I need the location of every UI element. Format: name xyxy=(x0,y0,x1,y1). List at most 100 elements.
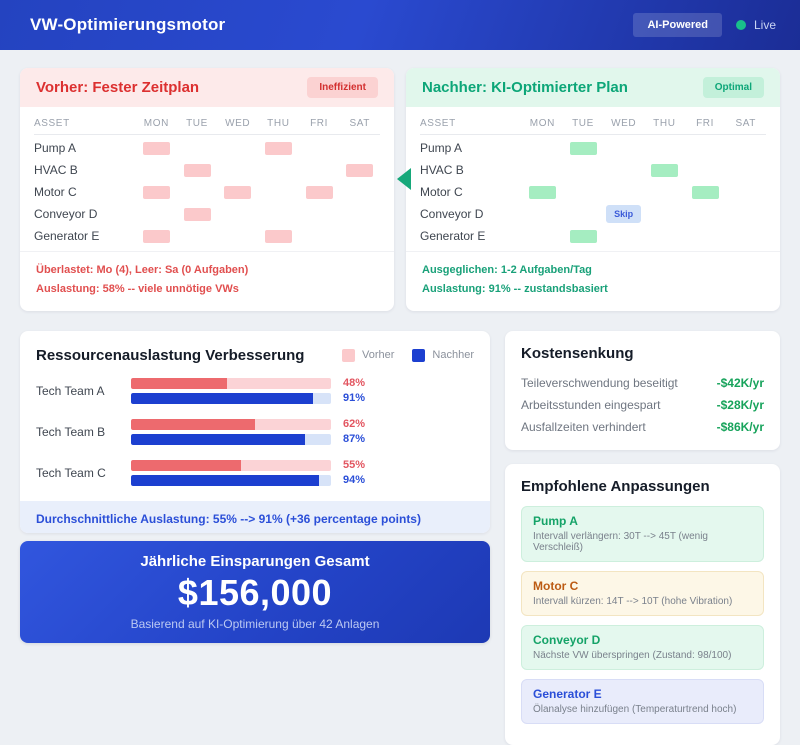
column-header: THU xyxy=(653,118,676,129)
skip-badge[interactable]: Skip xyxy=(606,205,642,223)
after-panel-footer: Ausgeglichen: 1-2 Aufgaben/Tag Auslastun… xyxy=(406,251,780,311)
column-header: MON xyxy=(529,118,555,129)
after-panel-title: Nachher: KI-Optimierter Plan xyxy=(422,79,628,96)
task-block-icon xyxy=(305,185,333,199)
recommendations-title: Empfohlene Anpassungen xyxy=(521,477,710,495)
asset-label: HVAC B xyxy=(34,163,78,177)
utilization-chart-panel: Ressourcenauslastung Verbesserung Vorher… xyxy=(20,330,490,533)
asset-label: Motor C xyxy=(34,185,77,199)
task-block-icon xyxy=(569,229,597,243)
recommendation-card[interactable]: Pump A Intervall verlängern: 30T --> 45T … xyxy=(521,505,764,562)
cost-item-row: Teileverschwendung beseitigt -$42K/yr xyxy=(521,372,764,394)
live-status-dot-icon xyxy=(735,20,746,30)
schedule-cell xyxy=(339,163,380,177)
bar-value-label: 87% xyxy=(343,432,366,445)
before-footer-line2: Auslastung: 58% -- viele unnötige VWs xyxy=(36,283,239,296)
schedule-row: Generator E xyxy=(34,225,380,247)
cost-item-row: Ausfallzeiten verhindert -$86K/yr xyxy=(521,416,764,438)
live-status-label: Live xyxy=(753,18,776,32)
schedule-cell xyxy=(136,185,177,199)
bar-value-label: 91% xyxy=(343,391,366,404)
app-title: VW-Optimierungsmotor xyxy=(30,15,226,34)
optimal-badge: Optimal xyxy=(702,77,764,98)
recommendation-card[interactable]: Generator E Ölanalyse hinzufügen (Tempera… xyxy=(521,678,764,724)
cost-reduction-panel: Kostensenkung Teileverschwendung beseiti… xyxy=(505,330,780,450)
schedule-cell xyxy=(563,229,604,243)
before-footer-line1: Überlastet: Mo (4), Leer: Sa (0 Aufgaben… xyxy=(36,264,249,276)
legend-after-label: Nachher xyxy=(432,349,474,361)
schedule-row: Conveyor D Skip xyxy=(420,203,766,225)
team-bars xyxy=(131,459,331,486)
schedule-row: Generator E xyxy=(420,225,766,247)
bar-track xyxy=(131,474,331,486)
before-schedule-panel: Vorher: Fester Zeitplan Ineffizient ASSE… xyxy=(20,68,394,311)
inefficient-badge: Ineffizient xyxy=(307,77,378,98)
bar-fill xyxy=(131,392,313,404)
recommendation-card[interactable]: Motor C Intervall kürzen: 14T --> 10T (ho… xyxy=(521,570,764,616)
schedule-row: HVAC B xyxy=(34,159,380,181)
column-header: SAT xyxy=(735,118,756,129)
recommendation-description: Nächste VW überspringen (Zustand: 98/100… xyxy=(533,649,732,661)
recommendation-asset: Motor C xyxy=(533,578,579,593)
recommendation-description: Intervall kürzen: 14T --> 10T (hohe Vibr… xyxy=(533,595,733,607)
task-block-icon xyxy=(224,185,252,199)
bar-value-label: 62% xyxy=(343,417,366,430)
asset-label: HVAC B xyxy=(420,163,464,177)
schedule-cell xyxy=(563,141,604,155)
task-block-icon xyxy=(183,163,211,177)
cost-item-row: Arbeitsstunden eingespart -$28K/yr xyxy=(521,394,764,416)
before-panel-footer: Überlastet: Mo (4), Leer: Sa (0 Aufgaben… xyxy=(20,251,394,311)
schedule-row: Conveyor D xyxy=(34,203,380,225)
schedule-cell xyxy=(258,141,299,155)
after-grid-column-headers: ASSET MON TUE WED THU FRI SAT xyxy=(420,113,766,135)
column-header: WED xyxy=(225,118,251,129)
bar-fill xyxy=(131,418,255,430)
bar-track xyxy=(131,433,331,445)
task-block-icon xyxy=(142,185,170,199)
schedule-cell xyxy=(299,185,340,199)
chart-bars-area: Tech Team A 48% 91% Tech Team B 62% 87% Tech T… xyxy=(20,364,490,501)
legend-before-swatch-icon xyxy=(342,348,355,362)
cost-item-label: Ausfallzeiten verhindert xyxy=(521,419,646,434)
savings-title: Jährliche Einsparungen Gesamt xyxy=(140,552,370,570)
column-header: TUE xyxy=(572,118,594,129)
task-block-icon xyxy=(142,229,170,243)
cost-item-value: -$28K/yr xyxy=(716,397,764,412)
chart-team-row: Tech Team A 48% 91% xyxy=(36,377,474,404)
schedule-cell xyxy=(136,141,177,155)
schedule-cell xyxy=(177,207,218,221)
column-header: ASSET xyxy=(34,118,70,129)
team-bars xyxy=(131,377,331,404)
recommendation-asset: Pump A xyxy=(533,513,578,528)
chart-title: Ressourcenauslastung Verbesserung xyxy=(36,346,305,364)
column-header: FRI xyxy=(696,118,714,129)
before-panel-title: Vorher: Fester Zeitplan xyxy=(36,79,200,96)
team-values: 48% 91% xyxy=(343,377,366,404)
team-label: Tech Team B xyxy=(36,424,106,439)
recommendation-description: Intervall verlängern: 30T --> 45T (wenig… xyxy=(533,530,708,553)
annual-savings-banner: Jährliche Einsparungen Gesamt $156,000 B… xyxy=(20,540,490,643)
asset-label: Generator E xyxy=(34,229,100,243)
schedule-cell xyxy=(177,163,218,177)
cost-item-label: Arbeitsstunden eingespart xyxy=(521,397,661,412)
schedule-row: Motor C xyxy=(34,181,380,203)
team-values: 55% 94% xyxy=(343,459,366,486)
team-label: Tech Team A xyxy=(36,383,105,398)
schedule-cell: Skip xyxy=(603,205,644,223)
bar-value-label: 94% xyxy=(343,473,366,486)
recommendation-card[interactable]: Conveyor D Nächste VW überspringen (Zusta… xyxy=(521,624,764,670)
task-block-icon xyxy=(528,185,556,199)
after-panel-header: Nachher: KI-Optimierter Plan Optimal xyxy=(406,68,780,107)
asset-label: Conveyor D xyxy=(420,207,484,221)
cost-item-label: Teileverschwendung beseitigt xyxy=(521,375,678,390)
bar-fill xyxy=(131,433,305,445)
schedule-cell xyxy=(685,185,726,199)
chart-team-row: Tech Team C 55% 94% xyxy=(36,459,474,486)
before-panel-header: Vorher: Fester Zeitplan Ineffizient xyxy=(20,68,394,107)
team-bars xyxy=(131,418,331,445)
bar-fill xyxy=(131,459,241,471)
bar-fill xyxy=(131,377,227,389)
asset-label: Generator E xyxy=(420,229,486,243)
legend-after-swatch-icon xyxy=(412,348,426,362)
task-block-icon xyxy=(650,163,678,177)
